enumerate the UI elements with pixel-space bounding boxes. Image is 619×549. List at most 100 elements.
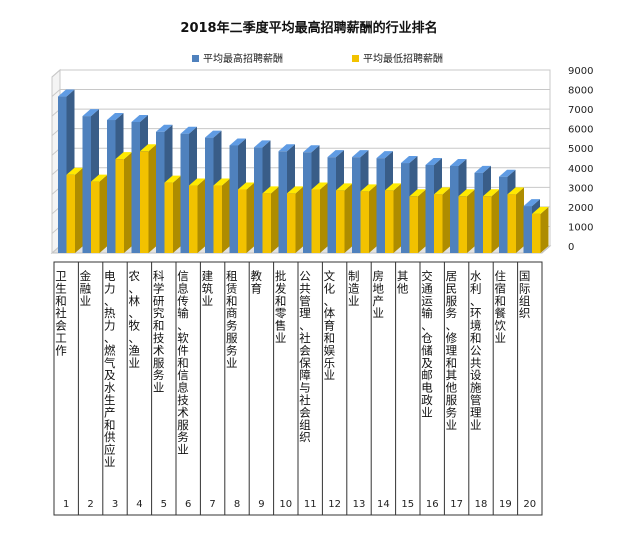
y-tick-label: 5000 — [568, 144, 593, 155]
legend-swatch-2 — [352, 55, 359, 62]
y-tick-label: 4000 — [568, 164, 593, 175]
bar-min-11 — [311, 182, 328, 253]
y-tick-label: 0 — [568, 242, 574, 253]
bar-min-17-front — [458, 196, 467, 253]
category-label-3: 电力、热力、燃气及水生产和供应业 — [104, 269, 116, 469]
bar-min-10-front — [287, 193, 296, 253]
bar-min-19-side — [516, 187, 524, 253]
bar-min-8-top — [238, 182, 255, 190]
rank-label-9: 9 — [258, 499, 264, 510]
plot-area: 0 1000 2000 3000 4000 5000 6000 7000 8000 9000 — [50, 66, 593, 255]
bar-max-14-top — [376, 151, 393, 159]
bar-max-8-front — [229, 145, 238, 253]
rank-label-7: 7 — [209, 499, 215, 510]
bar-max-9-front — [254, 147, 263, 253]
bar-min-13-top — [360, 184, 377, 192]
bar-max-9-top — [254, 140, 271, 148]
y-tick-label: 1000 — [568, 222, 593, 233]
bar-max-4-top — [131, 114, 148, 122]
bar-min-17-top — [458, 189, 475, 197]
bar-max-19-top — [499, 169, 516, 177]
y-tick-label: 2000 — [568, 203, 593, 214]
bar-min-15-top — [409, 189, 426, 197]
category-label-5: 科学研究和技术服务业 — [153, 269, 165, 395]
bar-min-3-side — [124, 152, 132, 253]
rank-label-11: 11 — [304, 499, 317, 510]
bar-min-10-top — [287, 186, 304, 194]
bar-min-2 — [91, 174, 108, 253]
bar-min-9-side — [271, 186, 279, 253]
bar-min-6-front — [189, 185, 198, 253]
bar-min-16-front — [434, 194, 443, 253]
bar-min-14 — [385, 183, 402, 253]
bar-min-6 — [189, 178, 206, 253]
legend-swatch-1 — [192, 55, 199, 62]
category-label-19: 住宿和餐饮业 — [494, 269, 506, 345]
bar-min-3-top — [115, 152, 132, 160]
bar-min-5-side — [173, 175, 181, 253]
bar-min-7-front — [213, 185, 222, 253]
category-label-18: 水利、环境和公共设施管理业 — [470, 269, 482, 432]
bar-min-7 — [213, 178, 230, 253]
bar-min-11-top — [311, 182, 328, 190]
category-label-16: 交通运输、仓储及邮电政业 — [421, 269, 433, 419]
bar-max-11-top — [303, 145, 320, 153]
bar-max-5-front — [156, 131, 165, 253]
bar-min-19 — [507, 187, 524, 253]
bar-max-7-top — [205, 130, 222, 138]
bar-min-20 — [532, 206, 549, 253]
rank-label-17: 17 — [450, 499, 463, 510]
bar-min-2-side — [99, 174, 108, 253]
bar-max-8-top — [229, 138, 246, 146]
bar-max-15-top — [401, 156, 418, 164]
rank-label-18: 18 — [475, 499, 488, 510]
bar-min-12-top — [336, 183, 353, 191]
bar-max-14-front — [376, 158, 385, 253]
bar-min-8-side — [246, 182, 255, 253]
bar-min-18 — [483, 189, 500, 253]
bar-max-10-front — [278, 151, 287, 253]
bar-min-16 — [434, 187, 451, 253]
bar-max-16-top — [425, 158, 442, 165]
bar-max-11-front — [303, 152, 312, 253]
bar-min-9 — [262, 186, 279, 253]
category-label-1: 卫生和社会工作 — [55, 269, 67, 357]
category-label-10: 批发和零售业 — [275, 269, 287, 345]
category-label-15: 其他 — [397, 269, 409, 295]
bar-min-1-front — [66, 174, 75, 253]
bar-max-1-front — [58, 96, 67, 253]
bar-max-12-top — [327, 150, 344, 158]
bar-max-2-front — [82, 116, 91, 253]
bar-min-16-top — [434, 187, 451, 195]
rank-label-4: 4 — [136, 499, 142, 510]
bar-max-4-front — [131, 121, 140, 253]
rank-label-3: 3 — [112, 499, 118, 510]
category-label-4: 农、林、牧、渔业 — [128, 269, 140, 370]
bar-min-5 — [164, 175, 181, 253]
bar-min-12 — [336, 183, 353, 253]
bar-min-8-front — [238, 189, 247, 253]
category-label-11: 公共管理、社会保障与社会组织 — [299, 269, 311, 444]
bar-min-10 — [287, 186, 304, 253]
bar-max-17-top — [450, 158, 467, 166]
y-tick-label: 3000 — [568, 183, 593, 194]
category-label-13: 制造业 — [348, 269, 360, 308]
bar-min-5-top — [164, 175, 181, 183]
bar-min-7-side — [222, 178, 230, 253]
bar-max-6-front — [180, 133, 189, 253]
bar-max-3-front — [107, 120, 116, 254]
category-label-8: 租赁和商务服务业 — [226, 269, 238, 370]
bar-min-1 — [66, 167, 83, 253]
bar-min-14-front — [385, 190, 394, 253]
bar-min-4-front — [140, 151, 149, 253]
bar-max-12-front — [327, 157, 336, 253]
bar-min-11-side — [320, 182, 328, 253]
bar-min-18-top — [483, 189, 500, 197]
bar-max-20-front — [523, 206, 532, 253]
bar-max-5-top — [156, 124, 173, 132]
category-label-12: 文化、体育和娱乐业 — [324, 269, 336, 382]
bar-min-1-top — [66, 167, 83, 175]
bar-min-4-side — [148, 144, 157, 253]
bar-min-12-front — [336, 190, 345, 253]
